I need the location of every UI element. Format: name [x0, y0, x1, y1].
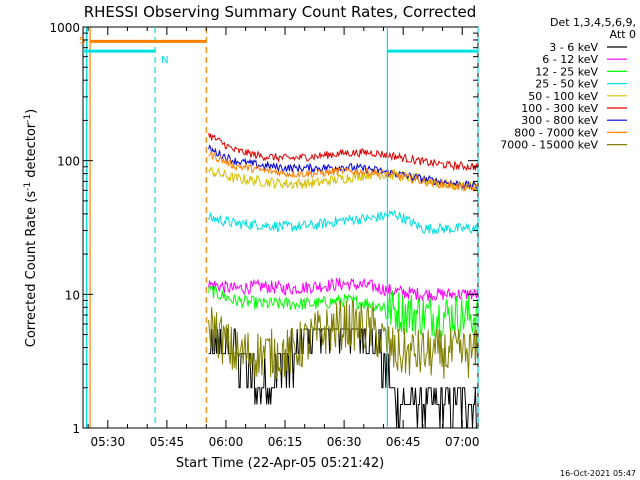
legend-entry-label: 3 - 6 keV [549, 41, 598, 54]
state-marker-label: S [79, 35, 85, 46]
x-tick-label: 05:45 [150, 435, 185, 449]
y-tick-label: 1000 [49, 21, 80, 35]
series-6-12-kev [208, 277, 478, 303]
y-axis-label-mid: detector [24, 122, 39, 182]
series-line [208, 284, 478, 339]
series-line [208, 209, 478, 236]
y-axis-label-end: ) [24, 109, 39, 114]
state-marker-label: N [161, 55, 168, 66]
y-axis-label-sup1: -1 [23, 182, 33, 191]
series-800-7000-kev [208, 149, 478, 192]
legend-entry-label: 12 - 25 keV [535, 65, 598, 78]
series-line [208, 149, 478, 192]
series-line [208, 144, 478, 190]
footer-timestamp: 16-Oct-2021 05:47 [560, 469, 636, 478]
x-tick-label: 06:15 [268, 435, 303, 449]
series-line [208, 132, 478, 172]
x-tick-label: 05:30 [91, 435, 126, 449]
series-25-50-kev [208, 209, 478, 236]
y-axis-label-main: Corrected Count Rate (s [24, 191, 39, 348]
attenuator-markers: SN [79, 27, 479, 428]
legend-entry-label: 7000 - 15000 keV [500, 139, 598, 152]
legend-entry-label: 100 - 300 keV [521, 102, 598, 115]
y-tick-label: 100 [57, 155, 80, 169]
legend-entry-label: 300 - 800 keV [521, 114, 598, 127]
y-axis-label: Corrected Count Rate (s-1 detector-1) [23, 109, 39, 347]
legend-entry-label: 25 - 50 keV [535, 78, 598, 91]
y-tick-label: 1 [72, 422, 80, 436]
x-tick-label: 06:30 [327, 435, 362, 449]
series-line [208, 299, 478, 379]
legend-entry-label: 6 - 12 keV [542, 53, 598, 66]
x-axis-label: Start Time (22-Apr-05 05:21:42) [176, 456, 384, 471]
legend-header: Att 0 [610, 28, 636, 41]
axes: 1 10 100 1000 05:30 05:45 06:00 06:15 06:30 06:45… [49, 21, 479, 449]
series-100-300-kev [208, 132, 478, 172]
series-group [208, 132, 478, 429]
series-7000-15000-kev [208, 299, 478, 379]
legend-entry-label: 800 - 7000 keV [514, 126, 598, 139]
series-50-100-kev [208, 166, 478, 193]
series-300-800-kev [208, 144, 478, 190]
x-tick-label: 06:00 [209, 435, 244, 449]
legend-entry-label: 50 - 100 keV [528, 90, 598, 103]
legend-header: Det 1,3,4,5,6,9, [550, 16, 636, 29]
series-line [208, 277, 478, 303]
chart-title: RHESSI Observing Summary Count Rates, Co… [84, 3, 477, 21]
y-axis-label-sup2: -1 [23, 114, 33, 123]
x-tick-label: 06:45 [386, 435, 421, 449]
series-12-25-kev [208, 284, 478, 339]
series-line [208, 166, 478, 193]
x-tick-label: 07:00 [445, 435, 480, 449]
y-tick-label: 10 [65, 288, 80, 302]
